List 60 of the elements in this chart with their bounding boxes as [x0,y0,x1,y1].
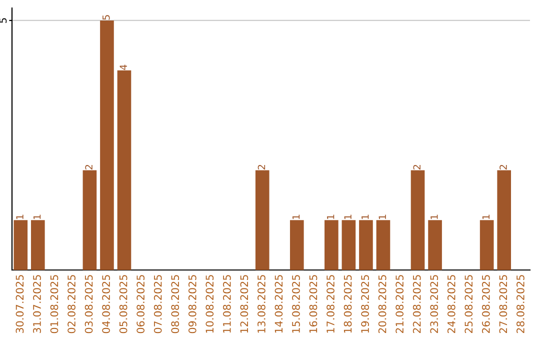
x-tick-label: 10.08.2025 [206,275,214,333]
data-label: 1 [482,214,490,220]
bar [100,20,114,270]
x-tick-label: 08.08.2025 [171,275,180,334]
data-label: 2 [258,164,266,170]
x-tick-label: 04.08.2025 [102,275,110,334]
x-tick-label: 15.08.2025 [292,275,300,333]
bar [290,220,304,270]
data-label: 2 [85,164,92,170]
x-tick-label: 07.08.2025 [154,275,162,334]
data-label: 1 [378,214,386,220]
x-tick-label: 31.07.2025 [33,275,41,334]
bar [30,220,45,270]
x-tick-label: 12.08.2025 [240,275,248,333]
x-tick-label: 19.08.2025 [361,275,369,333]
x-tick-label: 20.08.2025 [378,275,386,334]
bar [497,170,512,270]
bar [255,170,270,270]
data-label: 1 [33,214,41,220]
x-tick-label: 02.08.2025 [68,275,76,334]
bar [342,220,356,270]
data-label: 2 [500,164,507,170]
data-label: 1 [430,214,438,220]
x-tick-label: 30.07.2025 [16,275,24,334]
x-tick-label: 24.08.2025 [447,275,456,334]
bar [359,220,373,270]
x-tick-label: 25.08.2025 [464,275,473,334]
x-tick-label: 09.08.2025 [188,275,196,334]
x-tick-label: 11.08.2025 [222,275,231,333]
x-tick-label: 16.08.2025 [309,275,318,333]
x-tick-label: 23.08.2025 [430,275,438,334]
data-label: 4 [120,64,127,70]
data-label: 5 [102,15,110,20]
x-tick-label: 27.08.2025 [499,275,508,334]
data-label: 2 [413,164,420,170]
x-tick-label: 22.08.2025 [412,275,421,334]
x-tick-label: 13.08.2025 [258,275,266,333]
x-tick-label: 14.08.2025 [274,275,283,333]
x-tick-label: 26.08.2025 [482,275,490,334]
data-label: 1 [362,214,369,220]
bar [14,220,28,270]
bar [480,220,494,270]
x-tick-label: 01.08.2025 [50,275,58,334]
bar [410,170,425,270]
data-label: 1 [344,214,352,220]
x-tick-label: 17.08.2025 [326,275,334,333]
x-tick-label: 18.08.2025 [344,275,352,333]
x-tick-label: 21.08.2025 [396,275,404,334]
bar [117,70,132,270]
data-label: 1 [292,214,300,220]
bar [376,220,390,270]
data-label: 1 [16,214,24,220]
x-tick-label: 28.08.2025 [516,275,524,334]
bar [324,220,338,270]
bar [428,220,442,270]
x-tick-label: 05.08.2025 [119,275,128,334]
bar [82,170,97,270]
x-tick-label: 06.08.2025 [136,275,145,334]
data-label: 1 [327,214,334,220]
x-tick-label: 03.08.2025 [84,275,93,334]
